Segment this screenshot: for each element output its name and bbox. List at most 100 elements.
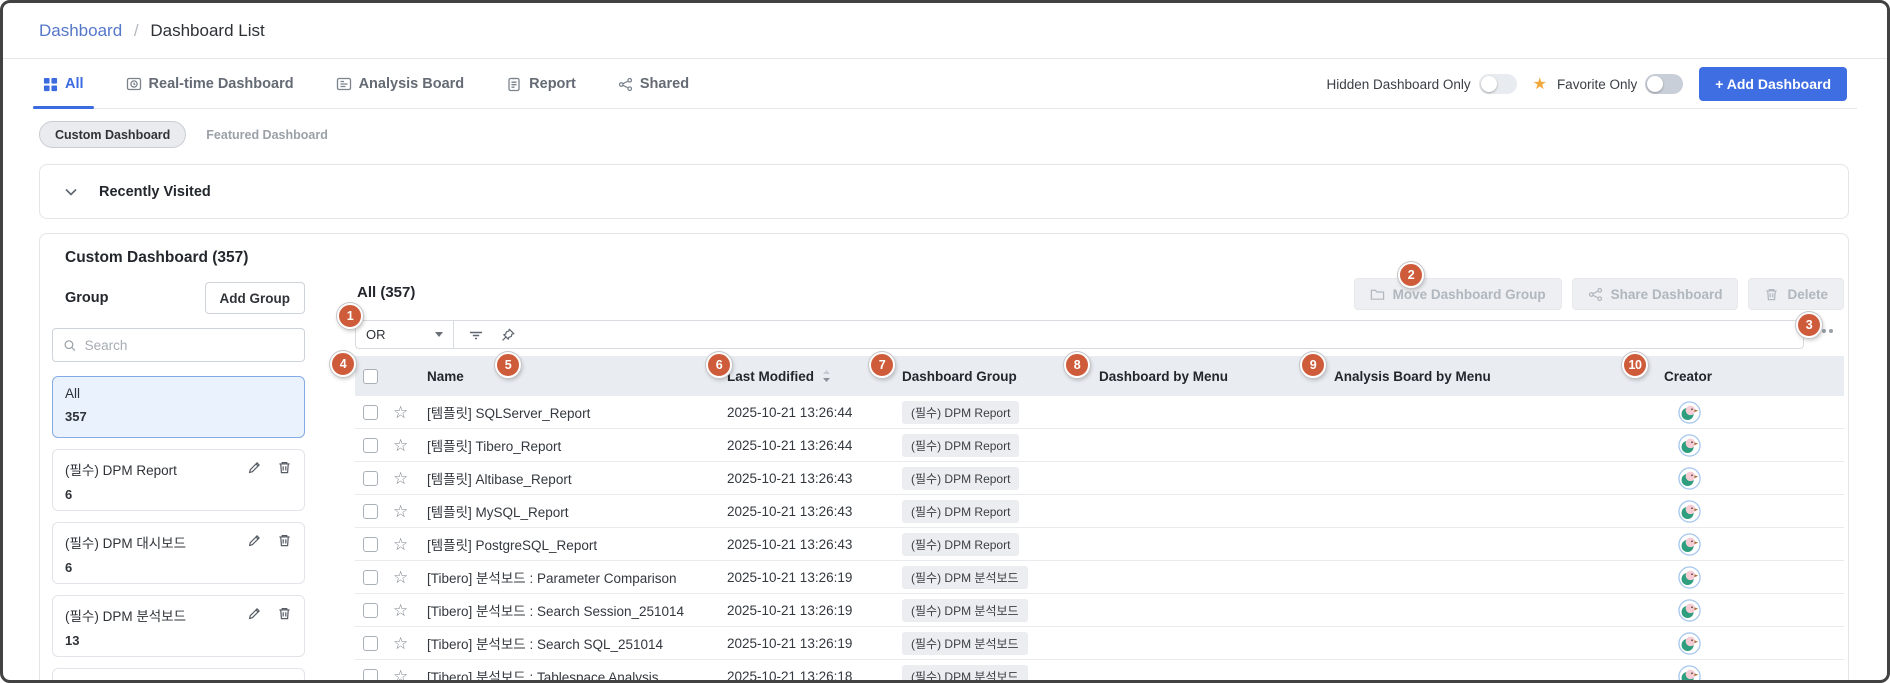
sort-icon[interactable]	[822, 369, 831, 383]
column-last-modified[interactable]: Last Modified	[727, 369, 902, 384]
dashboard-name[interactable]: [Tibero] 분석보드 : Tablespace Analysis	[427, 670, 659, 683]
favorite-star-outline-icon[interactable]: ☆	[393, 534, 409, 554]
row-checkbox[interactable]	[363, 503, 378, 519]
tab-analysis-board[interactable]: Analysis Board	[332, 59, 469, 109]
table-row[interactable]: ☆ [템플릿] Altibase_Report 2025-10-21 13:26…	[355, 462, 1844, 495]
row-checkbox[interactable]	[363, 668, 378, 680]
column-dashboard-by-menu[interactable]: Dashboard by Menu	[1099, 368, 1229, 384]
table-row[interactable]: ☆ [템플릿] SQLServer_Report 2025-10-21 13:2…	[355, 396, 1844, 429]
favorite-star-outline-icon[interactable]: ☆	[393, 666, 409, 683]
table-row[interactable]: ☆ [템플릿] PostgreSQL_Report 2025-10-21 13:…	[355, 528, 1844, 561]
last-modified-value: 2025-10-21 13:26:19	[727, 635, 853, 651]
creator-avatar	[1678, 565, 1701, 589]
row-checkbox[interactable]	[363, 602, 378, 618]
group-item[interactable]: (필수) DPM(SQL Server)	[52, 668, 305, 683]
table-row[interactable]: ☆ [Tibero] 분석보드 : Parameter Comparison 2…	[355, 561, 1844, 594]
dashboard-name[interactable]: [Tibero] 분석보드 : Parameter Comparison	[427, 571, 677, 586]
creator-avatar	[1678, 400, 1701, 424]
group-name: All	[65, 386, 81, 401]
favorite-star-outline-icon[interactable]: ☆	[393, 435, 409, 455]
annotation-5: 5	[495, 352, 521, 378]
favorite-star-outline-icon[interactable]: ☆	[393, 468, 409, 488]
favorite-star-outline-icon[interactable]: ☆	[393, 402, 409, 422]
report-icon	[508, 77, 520, 92]
row-checkbox[interactable]	[363, 470, 378, 486]
favorite-star-outline-icon[interactable]: ☆	[393, 633, 409, 653]
group-item-all[interactable]: All 357	[52, 376, 305, 438]
select-all-checkbox[interactable]	[363, 368, 378, 384]
table-row[interactable]: ☆ [Tibero] 분석보드 : Search SQL_251014 2025…	[355, 627, 1844, 660]
last-modified-value: 2025-10-21 13:26:43	[727, 470, 853, 486]
creator-avatar	[1678, 466, 1701, 490]
favorite-star-outline-icon[interactable]: ☆	[393, 600, 409, 620]
row-checkbox[interactable]	[363, 404, 378, 420]
last-modified-value: 2025-10-21 13:26:44	[727, 404, 853, 420]
move-dashboard-group-button[interactable]: Move Dashboard Group	[1353, 278, 1562, 310]
group-item[interactable]: (필수) DPM Report 6	[52, 449, 305, 511]
favorite-only-toggle[interactable]	[1645, 74, 1684, 94]
tab-shared[interactable]: Shared	[614, 59, 693, 109]
dashboard-name[interactable]: [템플릿] SQLServer_Report	[427, 406, 591, 421]
caret-down-icon	[435, 332, 443, 337]
subtab-featured-dashboard[interactable]: Featured Dashboard	[206, 127, 328, 142]
group-item[interactable]: (필수) DPM 분석보드 13	[52, 595, 305, 657]
share-dashboard-button[interactable]: Share Dashboard	[1571, 278, 1739, 310]
filter-operator-select[interactable]: OR	[356, 321, 454, 348]
column-name[interactable]: Name	[427, 368, 464, 384]
tab-label: Shared	[639, 76, 690, 92]
row-checkbox[interactable]	[363, 635, 378, 651]
row-checkbox[interactable]	[363, 437, 378, 453]
last-modified-value: 2025-10-21 13:26:44	[727, 437, 853, 453]
delete-trash-icon[interactable]	[277, 533, 292, 548]
edit-pencil-icon[interactable]	[247, 533, 262, 548]
group-item[interactable]: (필수) DPM 대시보드 6	[52, 522, 305, 584]
annotation-8: 8	[1064, 352, 1090, 378]
add-dashboard-button[interactable]: + Add Dashboard	[1699, 67, 1847, 101]
subtab-custom-dashboard[interactable]: Custom Dashboard	[39, 121, 187, 148]
dashboard-name[interactable]: [Tibero] 분석보드 : Search Session_251014	[427, 604, 685, 619]
custom-dashboard-count-title: Custom Dashboard (357)	[65, 249, 249, 266]
group-search-input[interactable]	[84, 337, 294, 353]
last-modified-value: 2025-10-21 13:26:18	[727, 668, 853, 683]
favorite-star-outline-icon[interactable]: ☆	[393, 567, 409, 587]
delete-button[interactable]: Delete	[1748, 278, 1844, 310]
pin-icon[interactable]	[500, 327, 516, 343]
breadcrumb-parent[interactable]: Dashboard	[39, 20, 123, 40]
table-row[interactable]: ☆ [Tibero] 분석보드 : Tablespace Analysis 20…	[355, 660, 1844, 683]
row-checkbox[interactable]	[363, 536, 378, 552]
column-dashboard-group[interactable]: Dashboard Group	[902, 368, 1017, 384]
edit-pencil-icon[interactable]	[247, 460, 262, 475]
edit-pencil-icon[interactable]	[247, 679, 262, 683]
group-count: 6	[65, 560, 73, 575]
dashboard-name[interactable]: [템플릿] Tibero_Report	[427, 439, 562, 454]
recently-visited-panel[interactable]: Recently Visited	[39, 164, 1849, 219]
add-group-button[interactable]: Add Group	[204, 282, 305, 314]
breadcrumb-separator: /	[133, 20, 139, 40]
favorite-star-outline-icon[interactable]: ☆	[393, 501, 409, 521]
tab-realtime-dashboard[interactable]: Real-time Dashboard	[122, 59, 298, 109]
delete-trash-icon[interactable]	[277, 606, 292, 621]
dashboard-name[interactable]: [Tibero] 분석보드 : Search SQL_251014	[427, 637, 664, 652]
hidden-dashboard-only-toggle[interactable]	[1478, 74, 1517, 94]
filter-icon[interactable]	[468, 327, 484, 343]
column-creator[interactable]: Creator	[1664, 368, 1713, 384]
table-row[interactable]: ☆ [Tibero] 분석보드 : Search Session_251014 …	[355, 594, 1844, 627]
chevron-down-icon[interactable]	[65, 188, 77, 196]
edit-pencil-icon[interactable]	[247, 606, 262, 621]
delete-trash-icon[interactable]	[277, 679, 292, 683]
dashboard-group-badge: (필수) DPM Report	[902, 532, 1020, 556]
dashboard-name[interactable]: [템플릿] Altibase_Report	[427, 472, 572, 487]
column-analysis-board-by-menu[interactable]: Analysis Board by Menu	[1334, 368, 1491, 384]
tab-label: Real-time Dashboard	[148, 76, 294, 92]
row-checkbox[interactable]	[363, 569, 378, 585]
dashboard-name[interactable]: [템플릿] PostgreSQL_Report	[427, 538, 598, 553]
dashboard-type-switch: Custom Dashboard Featured Dashboard	[39, 121, 328, 148]
group-search-box[interactable]	[52, 328, 305, 362]
dashboard-name[interactable]: [템플릿] MySQL_Report	[427, 505, 569, 520]
tab-report[interactable]: Report	[502, 59, 580, 109]
table-row[interactable]: ☆ [템플릿] MySQL_Report 2025-10-21 13:26:43…	[355, 495, 1844, 528]
table-row[interactable]: ☆ [템플릿] Tibero_Report 2025-10-21 13:26:4…	[355, 429, 1844, 462]
delete-trash-icon[interactable]	[277, 460, 292, 475]
tab-all[interactable]: All	[33, 59, 94, 109]
favorite-star-icon: ★	[1532, 76, 1547, 93]
